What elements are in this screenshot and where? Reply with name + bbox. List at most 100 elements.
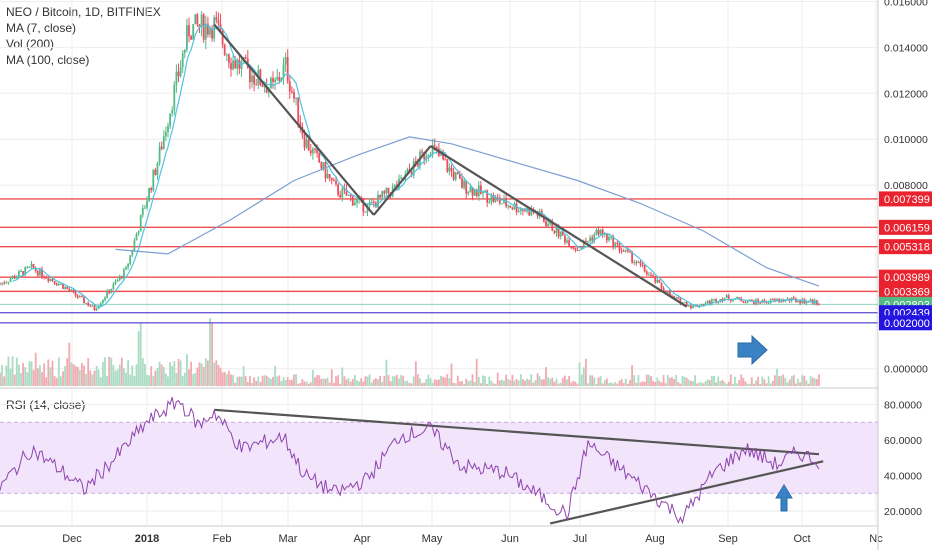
candle-body — [377, 194, 379, 208]
volume-bar — [232, 374, 234, 386]
volume-bar — [660, 382, 663, 386]
volume-bar — [482, 375, 484, 386]
candle-body — [486, 190, 489, 203]
candle-body — [30, 263, 33, 267]
volume-bar — [412, 376, 415, 386]
candle-body — [454, 172, 457, 180]
volume-bar — [603, 380, 606, 386]
candle-body — [801, 299, 804, 304]
candle-body — [595, 229, 598, 235]
volume-bar — [704, 381, 707, 386]
legend-ma100[interactable]: MA (100, close) — [6, 53, 90, 67]
volume-bar — [643, 381, 646, 386]
volume-bar — [160, 364, 163, 386]
volume-bar — [639, 382, 642, 386]
rsi-trendline — [549, 460, 824, 525]
volume-bar — [326, 377, 329, 386]
volume-bar — [173, 361, 176, 386]
candle-body — [656, 279, 659, 283]
candle-body — [135, 234, 138, 241]
volume-bar — [736, 383, 738, 386]
volume-bar — [734, 376, 736, 386]
candle-body — [589, 237, 591, 242]
candle-body — [322, 162, 325, 169]
candle-body — [616, 242, 619, 244]
candle-body — [790, 297, 793, 301]
volume-bar — [64, 366, 66, 386]
volume-bar — [652, 381, 654, 386]
volume-bar — [511, 374, 514, 386]
volume-bar — [438, 379, 440, 386]
volume-bar — [488, 376, 491, 386]
volume-bar — [641, 381, 644, 386]
candle-body — [818, 304, 820, 306]
volume-bar — [307, 383, 310, 386]
candle-body — [614, 242, 617, 248]
candle-body — [47, 278, 50, 282]
volume-bar — [543, 379, 545, 386]
candle-body — [278, 76, 281, 81]
candle-body — [669, 291, 671, 296]
volume-bar — [186, 354, 188, 386]
legend-ma7[interactable]: MA (7, close) — [6, 21, 77, 35]
candle-body — [171, 110, 174, 114]
price-tick-label: 0.014000 — [884, 42, 928, 54]
volume-bar — [253, 377, 255, 386]
candle-body — [509, 205, 512, 208]
volume-bar — [276, 376, 279, 386]
candle-body — [286, 57, 289, 82]
candle-body — [49, 278, 52, 282]
candle-body — [83, 297, 85, 303]
candle-body — [465, 180, 468, 194]
volume-bar — [43, 363, 45, 386]
candle-body — [446, 159, 449, 172]
volume-bar — [694, 375, 696, 386]
price-level-label: 0.006159 — [884, 222, 930, 234]
volume-bar — [228, 370, 230, 386]
volume-bar — [341, 367, 344, 386]
volume-bar — [345, 379, 348, 386]
volume-bar — [803, 375, 806, 386]
volume-bar — [351, 378, 354, 386]
candle-body — [612, 236, 615, 248]
volume-bar — [767, 376, 770, 386]
candle-body — [433, 144, 436, 147]
candle-body — [293, 91, 295, 99]
candle-body — [383, 191, 386, 194]
volume-bar — [330, 369, 333, 386]
candle-body — [343, 188, 346, 190]
candle-body — [450, 167, 453, 172]
candle-body — [9, 278, 12, 282]
volume-bar — [580, 374, 583, 386]
candle-body — [244, 57, 247, 59]
candle-body — [641, 264, 644, 266]
candle-body — [141, 208, 144, 216]
volume-bar — [473, 381, 476, 386]
volume-bar — [202, 366, 205, 386]
volume-bar — [746, 383, 749, 386]
candle-body — [91, 305, 94, 307]
volume-bar — [370, 382, 373, 386]
volume-bar — [120, 357, 123, 386]
volume-bar — [538, 376, 541, 386]
candle-body — [337, 184, 339, 195]
candle-body — [320, 162, 323, 169]
volume-bar — [179, 360, 182, 386]
volume-bar — [813, 378, 816, 386]
volume-bar — [811, 377, 814, 386]
candle-body — [452, 171, 455, 180]
candle-body — [627, 249, 629, 252]
candle-body — [469, 187, 472, 193]
price-trendline — [213, 23, 375, 216]
volume-bar — [30, 361, 33, 386]
candle-body — [475, 189, 478, 197]
legend-symbol[interactable]: NEO / Bitcoin, 1D, BITFINEX — [6, 5, 161, 19]
candle-body — [463, 180, 465, 188]
candle-body — [106, 290, 108, 298]
volume-bar — [280, 381, 283, 386]
volume-bar — [759, 383, 762, 386]
candle-body — [467, 192, 470, 194]
volume-bar — [15, 357, 18, 386]
candle-body — [585, 240, 587, 242]
